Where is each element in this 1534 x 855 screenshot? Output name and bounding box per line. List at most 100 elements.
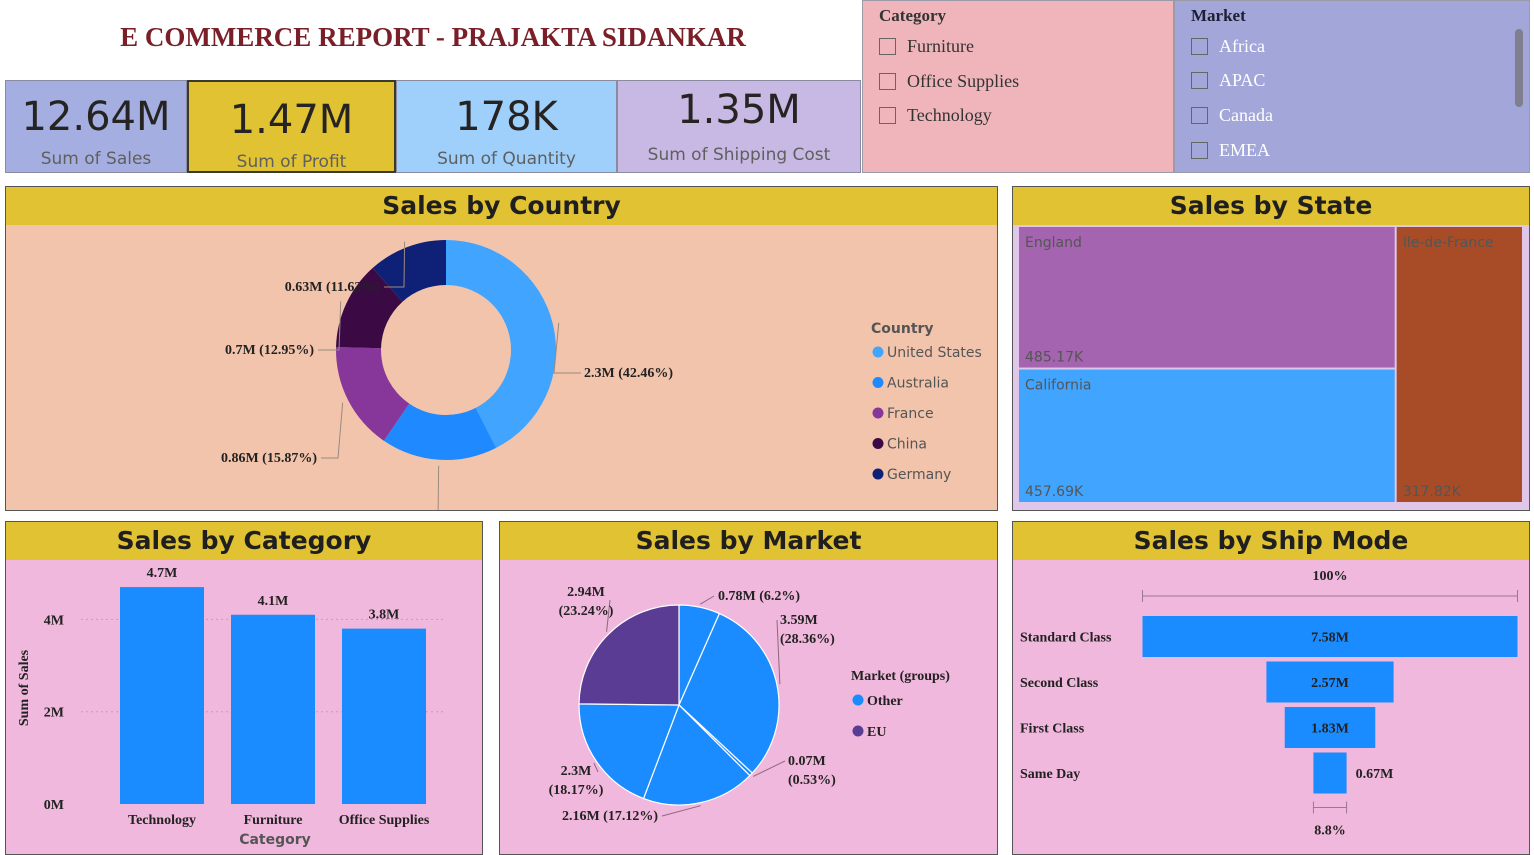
kpi-card-quantity[interactable]: 178K Sum of Quantity — [396, 80, 617, 173]
slice-data-label: 0.07M — [788, 754, 826, 769]
bar[interactable] — [342, 628, 426, 804]
legend-title: Country — [871, 321, 934, 337]
sales-by-ship-mode-chart: 100% Standard Class 7.58M Second Class 2.57M… — [1020, 569, 1518, 839]
kpi-value: 12.64M — [21, 94, 171, 140]
sales-by-market-chart: 0.78M (6.2%) 3.59M (28.36%) 0.07M (0.53%) 2.1… — [549, 585, 951, 824]
pie-slice[interactable] — [678, 612, 780, 774]
market-option-emea[interactable]: EMEA — [1191, 140, 1270, 161]
checkbox-icon[interactable] — [1191, 142, 1208, 159]
legend-item: United States — [887, 345, 982, 361]
slice-data-label: 3.59M — [780, 613, 818, 628]
slice-data-label: (23.24%) — [559, 604, 614, 619]
kpi-label: Sum of Sales — [40, 149, 152, 169]
treemap-value: 317.82K — [1403, 484, 1462, 500]
category-option-office-supplies[interactable]: Office Supplies — [879, 71, 1019, 92]
bar[interactable] — [231, 614, 315, 804]
funnel-bar[interactable] — [1266, 661, 1394, 703]
slice-data-label: 0.7M (12.95%) — [225, 343, 314, 358]
bar-data-label: 4.7M — [147, 566, 178, 581]
slicer-scrollbar[interactable] — [1515, 29, 1523, 107]
checkbox-icon[interactable] — [1191, 38, 1208, 55]
x-tick-label: Furniture — [244, 813, 303, 828]
panel-title: Sales by State — [1013, 187, 1529, 225]
funnel-bar[interactable] — [1284, 707, 1376, 748]
leader-line — [593, 762, 599, 773]
leader-line — [661, 805, 701, 817]
donut-slice[interactable] — [336, 268, 403, 349]
slice-data-label: 2.3M — [561, 764, 592, 779]
legend-marker — [852, 725, 864, 737]
funnel-category-label: Same Day — [1020, 767, 1080, 782]
kpi-card-sales[interactable]: 12.64M Sum of Sales — [5, 80, 187, 173]
funnel-data-label: 2.57M — [1311, 676, 1349, 691]
leader-line — [437, 465, 440, 510]
funnel-category-label: First Class — [1020, 722, 1085, 737]
x-axis-title: Category — [239, 832, 311, 848]
report-title-box: E COMMERCE REPORT - PRAJAKTA SIDANKAR — [4, 0, 862, 80]
treemap-tile[interactable] — [1019, 227, 1395, 368]
kpi-value: 1.35M — [677, 87, 801, 133]
category-slicer: Category Furniture Office Supplies Techn… — [862, 0, 1174, 173]
kpi-card-shipping-cost[interactable]: 1.35M Sum of Shipping Cost — [617, 80, 861, 173]
treemap-label: England — [1025, 235, 1082, 251]
sales-by-category-chart: 0M 2M 4M 4.7M Technology 4.1M Furniture 3.8M Off… — [17, 566, 446, 848]
checkbox-icon[interactable] — [879, 107, 896, 124]
market-slicer: Market Africa APAC Canada EMEA — [1174, 0, 1530, 173]
slice-data-label: (18.17%) — [549, 783, 604, 798]
category-option-technology[interactable]: Technology — [879, 105, 992, 126]
slice-data-label: 0.78M (6.2%) — [718, 589, 800, 604]
legend-marker — [872, 407, 884, 419]
slice-data-label: 2.94M — [567, 585, 605, 600]
sales-by-category-panel: Sales by Category 0M 2M 4M 4.7M Technology 4.… — [5, 521, 483, 855]
market-slicer-header: Market — [1191, 6, 1246, 25]
kpi-label: Sum of Profit — [236, 152, 347, 172]
funnel-data-label: 7.58M — [1311, 631, 1349, 646]
legend-item: EU — [867, 725, 886, 740]
panel-title: Sales by Country — [6, 187, 997, 225]
leader-line — [606, 599, 611, 632]
category-option-furniture[interactable]: Furniture — [879, 36, 974, 57]
checkbox-icon[interactable] — [1191, 107, 1208, 124]
legend-item: Other — [867, 694, 903, 709]
treemap-value: 485.17K — [1025, 350, 1084, 366]
checkbox-icon[interactable] — [879, 73, 896, 90]
legend-title: Market (groups) — [851, 669, 950, 684]
funnel-bottom-percent: 8.8% — [1314, 824, 1346, 839]
kpi-value: 178K — [455, 94, 558, 140]
sales-by-country-panel: Sales by Country 2.3M (42.46%)0.93M (17.… — [5, 186, 998, 511]
legend-marker — [872, 346, 884, 358]
funnel-bar[interactable] — [1142, 616, 1518, 657]
funnel-bar[interactable] — [1313, 752, 1347, 794]
donut-slice[interactable] — [336, 347, 410, 441]
slice-data-label: 0.63M (11.62%) — [285, 280, 381, 295]
market-option-apac[interactable]: APAC — [1191, 70, 1265, 91]
checkbox-icon[interactable] — [879, 38, 896, 55]
leader-line — [384, 241, 406, 288]
pie-slice[interactable] — [578, 703, 680, 800]
pie-slice[interactable] — [578, 604, 680, 706]
panel-title: Sales by Ship Mode — [1013, 522, 1529, 560]
treemap-tile[interactable] — [1019, 369, 1395, 502]
kpi-card-profit[interactable]: 1.47M Sum of Profit — [187, 80, 396, 173]
x-tick-label: Office Supplies — [339, 813, 430, 828]
market-option-africa[interactable]: Africa — [1191, 36, 1265, 57]
donut-slice[interactable] — [383, 403, 497, 460]
market-option-canada[interactable]: Canada — [1191, 105, 1273, 126]
bar[interactable] — [120, 587, 204, 804]
treemap-tile[interactable] — [1396, 227, 1522, 502]
sales-by-ship-mode-panel: Sales by Ship Mode 100% Standard Class 7.5… — [1012, 521, 1530, 855]
donut-slice[interactable] — [372, 240, 446, 302]
legend-marker — [872, 438, 884, 449]
kpi-label: Sum of Shipping Cost — [647, 145, 831, 165]
slice-data-label: (28.36%) — [780, 632, 835, 647]
bar-data-label: 4.1M — [258, 594, 289, 609]
funnel-category-label: Second Class — [1020, 676, 1099, 691]
y-tick-label: 4M — [44, 613, 64, 628]
donut-slice[interactable] — [446, 240, 556, 448]
slice-data-label: 2.16M (17.12%) — [562, 809, 658, 824]
panel-title: Sales by Category — [6, 522, 482, 560]
slice-data-label: (0.53%) — [788, 773, 836, 788]
bar-data-label: 3.8M — [369, 608, 400, 623]
checkbox-icon[interactable] — [1191, 72, 1208, 89]
treemap-value: 457.69K — [1025, 484, 1084, 500]
